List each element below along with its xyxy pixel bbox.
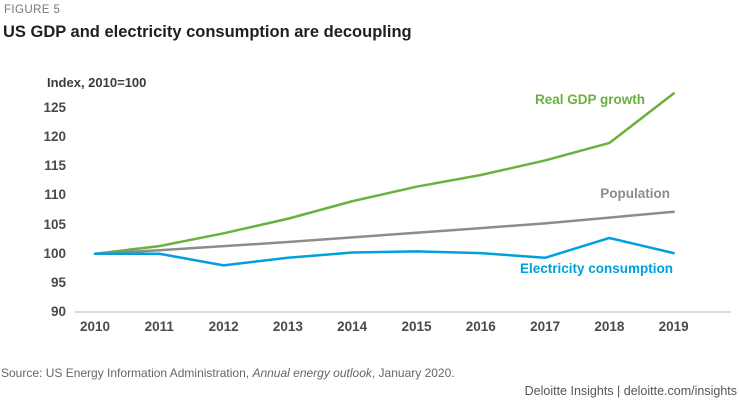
series-label-population: Population [600,186,670,201]
y-tick-label: 100 [43,245,66,261]
series-line-2 [93,236,675,267]
x-tick-label: 2010 [79,319,111,334]
x-tick-label: 2017 [530,319,561,334]
x-tick-label: 2011 [144,319,174,334]
figure-title: US GDP and electricity consumption are d… [3,23,412,41]
y-tick-label: 90 [50,304,66,319]
y-tick-label: 110 [44,187,66,203]
series-label-electricity-consumption: Electricity consumption [519,261,673,276]
y-tick-label: 95 [50,274,66,290]
x-tick-label: 2013 [272,319,303,334]
x-tick-label: 2015 [401,319,432,334]
x-tick-label: 2016 [465,319,496,334]
deloitte-insights-footer: Deloitte Insights | deloitte.com/insight… [524,384,737,398]
series-line-1 [93,210,675,255]
x-tick-label: 2018 [594,319,625,334]
source-publication: Annual energy outlook [252,366,372,380]
x-tick-label: 2014 [337,319,368,334]
source-date: , January 2020. [371,366,455,380]
y-tick-label: 120 [43,129,66,145]
y-tick-label: 115 [44,158,66,174]
y-tick-label: 105 [43,216,66,232]
y-tick-label: 125 [43,99,66,115]
series-line-0 [93,92,675,255]
source-note: Source: US Energy Information Administra… [1,366,455,380]
x-tick-label: 2019 [658,319,689,334]
y-axis-title: Index, 2010=100 [47,75,147,90]
source-text: Source: US Energy Information Administra… [1,366,253,380]
series-label-real-gdp-growth: Real GDP growth [534,92,645,107]
figure-number: FIGURE 5 [4,4,61,16]
x-tick-label: 2012 [208,319,239,334]
